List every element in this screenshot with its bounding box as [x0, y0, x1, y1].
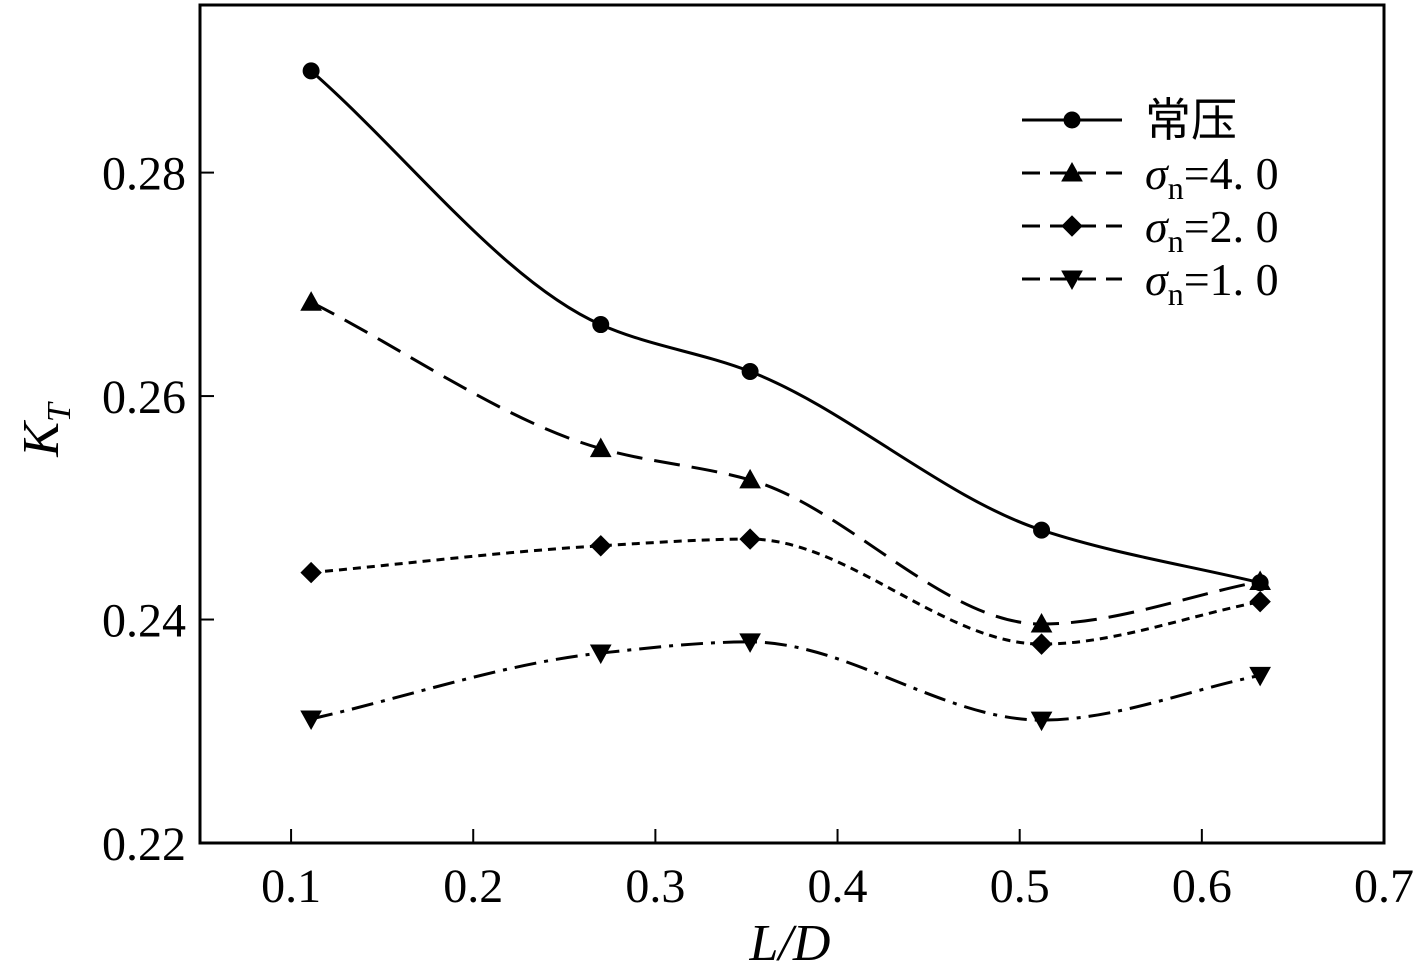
legend-subscript: n	[1168, 170, 1184, 206]
series-lines	[310, 69, 1261, 722]
series-4-point	[739, 633, 761, 653]
series-4-point	[1249, 666, 1271, 687]
x-axis-title: L/D	[749, 915, 831, 972]
legend-value: =2. 0	[1184, 201, 1279, 252]
plot-frame	[198, 3, 1386, 845]
legend-label-3: σn=2. 0	[1145, 201, 1279, 259]
legend-subscript: n	[1168, 223, 1184, 259]
series-2-point	[589, 437, 612, 458]
series-2-point	[739, 468, 761, 489]
legend-symbol: σ	[1145, 254, 1170, 305]
y-axis-ticks: 0.22 0.24 0.26 0.28	[102, 148, 214, 871]
series-4-point	[300, 710, 322, 731]
legend-label-1: 常压	[1145, 95, 1237, 146]
legend-symbol: σ	[1145, 201, 1170, 252]
series-3-point	[300, 561, 322, 584]
legend-symbol: σ	[1145, 148, 1170, 199]
series-1-point	[592, 316, 610, 334]
x-tick-label: 0.4	[808, 860, 868, 913]
x-tick-label: 0.6	[1172, 860, 1232, 913]
series-3-point	[1249, 590, 1271, 613]
series-3-point	[590, 535, 612, 557]
x-tick-label: 0.5	[990, 860, 1050, 913]
y-tick-label: 0.22	[102, 818, 186, 871]
legend-marker-4	[1061, 270, 1083, 291]
y-tick-label: 0.26	[102, 371, 186, 424]
x-tick-label: 0.1	[261, 860, 321, 913]
legend-marker-3	[1061, 215, 1083, 237]
series-2-point	[1030, 612, 1053, 633]
series-2-point	[300, 291, 322, 311]
y-axis-title-subscript: T	[41, 401, 78, 422]
legend-marker-1	[1063, 111, 1081, 129]
y-axis-title-main: K	[13, 420, 70, 458]
series-1-point	[741, 362, 759, 380]
series-3-point	[739, 528, 761, 550]
series-4-point	[589, 644, 612, 665]
y-tick-label: 0.24	[102, 595, 186, 648]
series-line-4	[310, 640, 1261, 722]
series-markers	[300, 62, 1271, 732]
series-1-point	[302, 62, 320, 80]
legend-subscript: n	[1168, 276, 1184, 312]
series-2-point	[1249, 570, 1271, 591]
x-tick-label: 0.2	[443, 860, 503, 913]
series-line-1	[310, 69, 1261, 585]
series-line-2	[310, 300, 1261, 626]
series-1-point	[1033, 521, 1051, 539]
legend-label-4: σn=1. 0	[1145, 254, 1279, 312]
x-tick-label: 0.3	[625, 860, 685, 913]
y-axis-title: KT	[13, 401, 78, 458]
legend-value: =1. 0	[1184, 254, 1279, 305]
x-tick-label: 0.7	[1354, 860, 1414, 913]
legend-label-2: σn=4. 0	[1145, 148, 1279, 206]
legend-value: =4. 0	[1184, 148, 1279, 199]
legend-marker-2	[1061, 161, 1083, 182]
series-3-point	[1030, 633, 1053, 655]
series-4-point	[1030, 711, 1053, 732]
series-line-3	[310, 537, 1261, 646]
x-axis-ticks: 0.1 0.2 0.3 0.4 0.5 0.6 0.7	[261, 829, 1414, 913]
y-tick-label: 0.28	[102, 148, 186, 201]
